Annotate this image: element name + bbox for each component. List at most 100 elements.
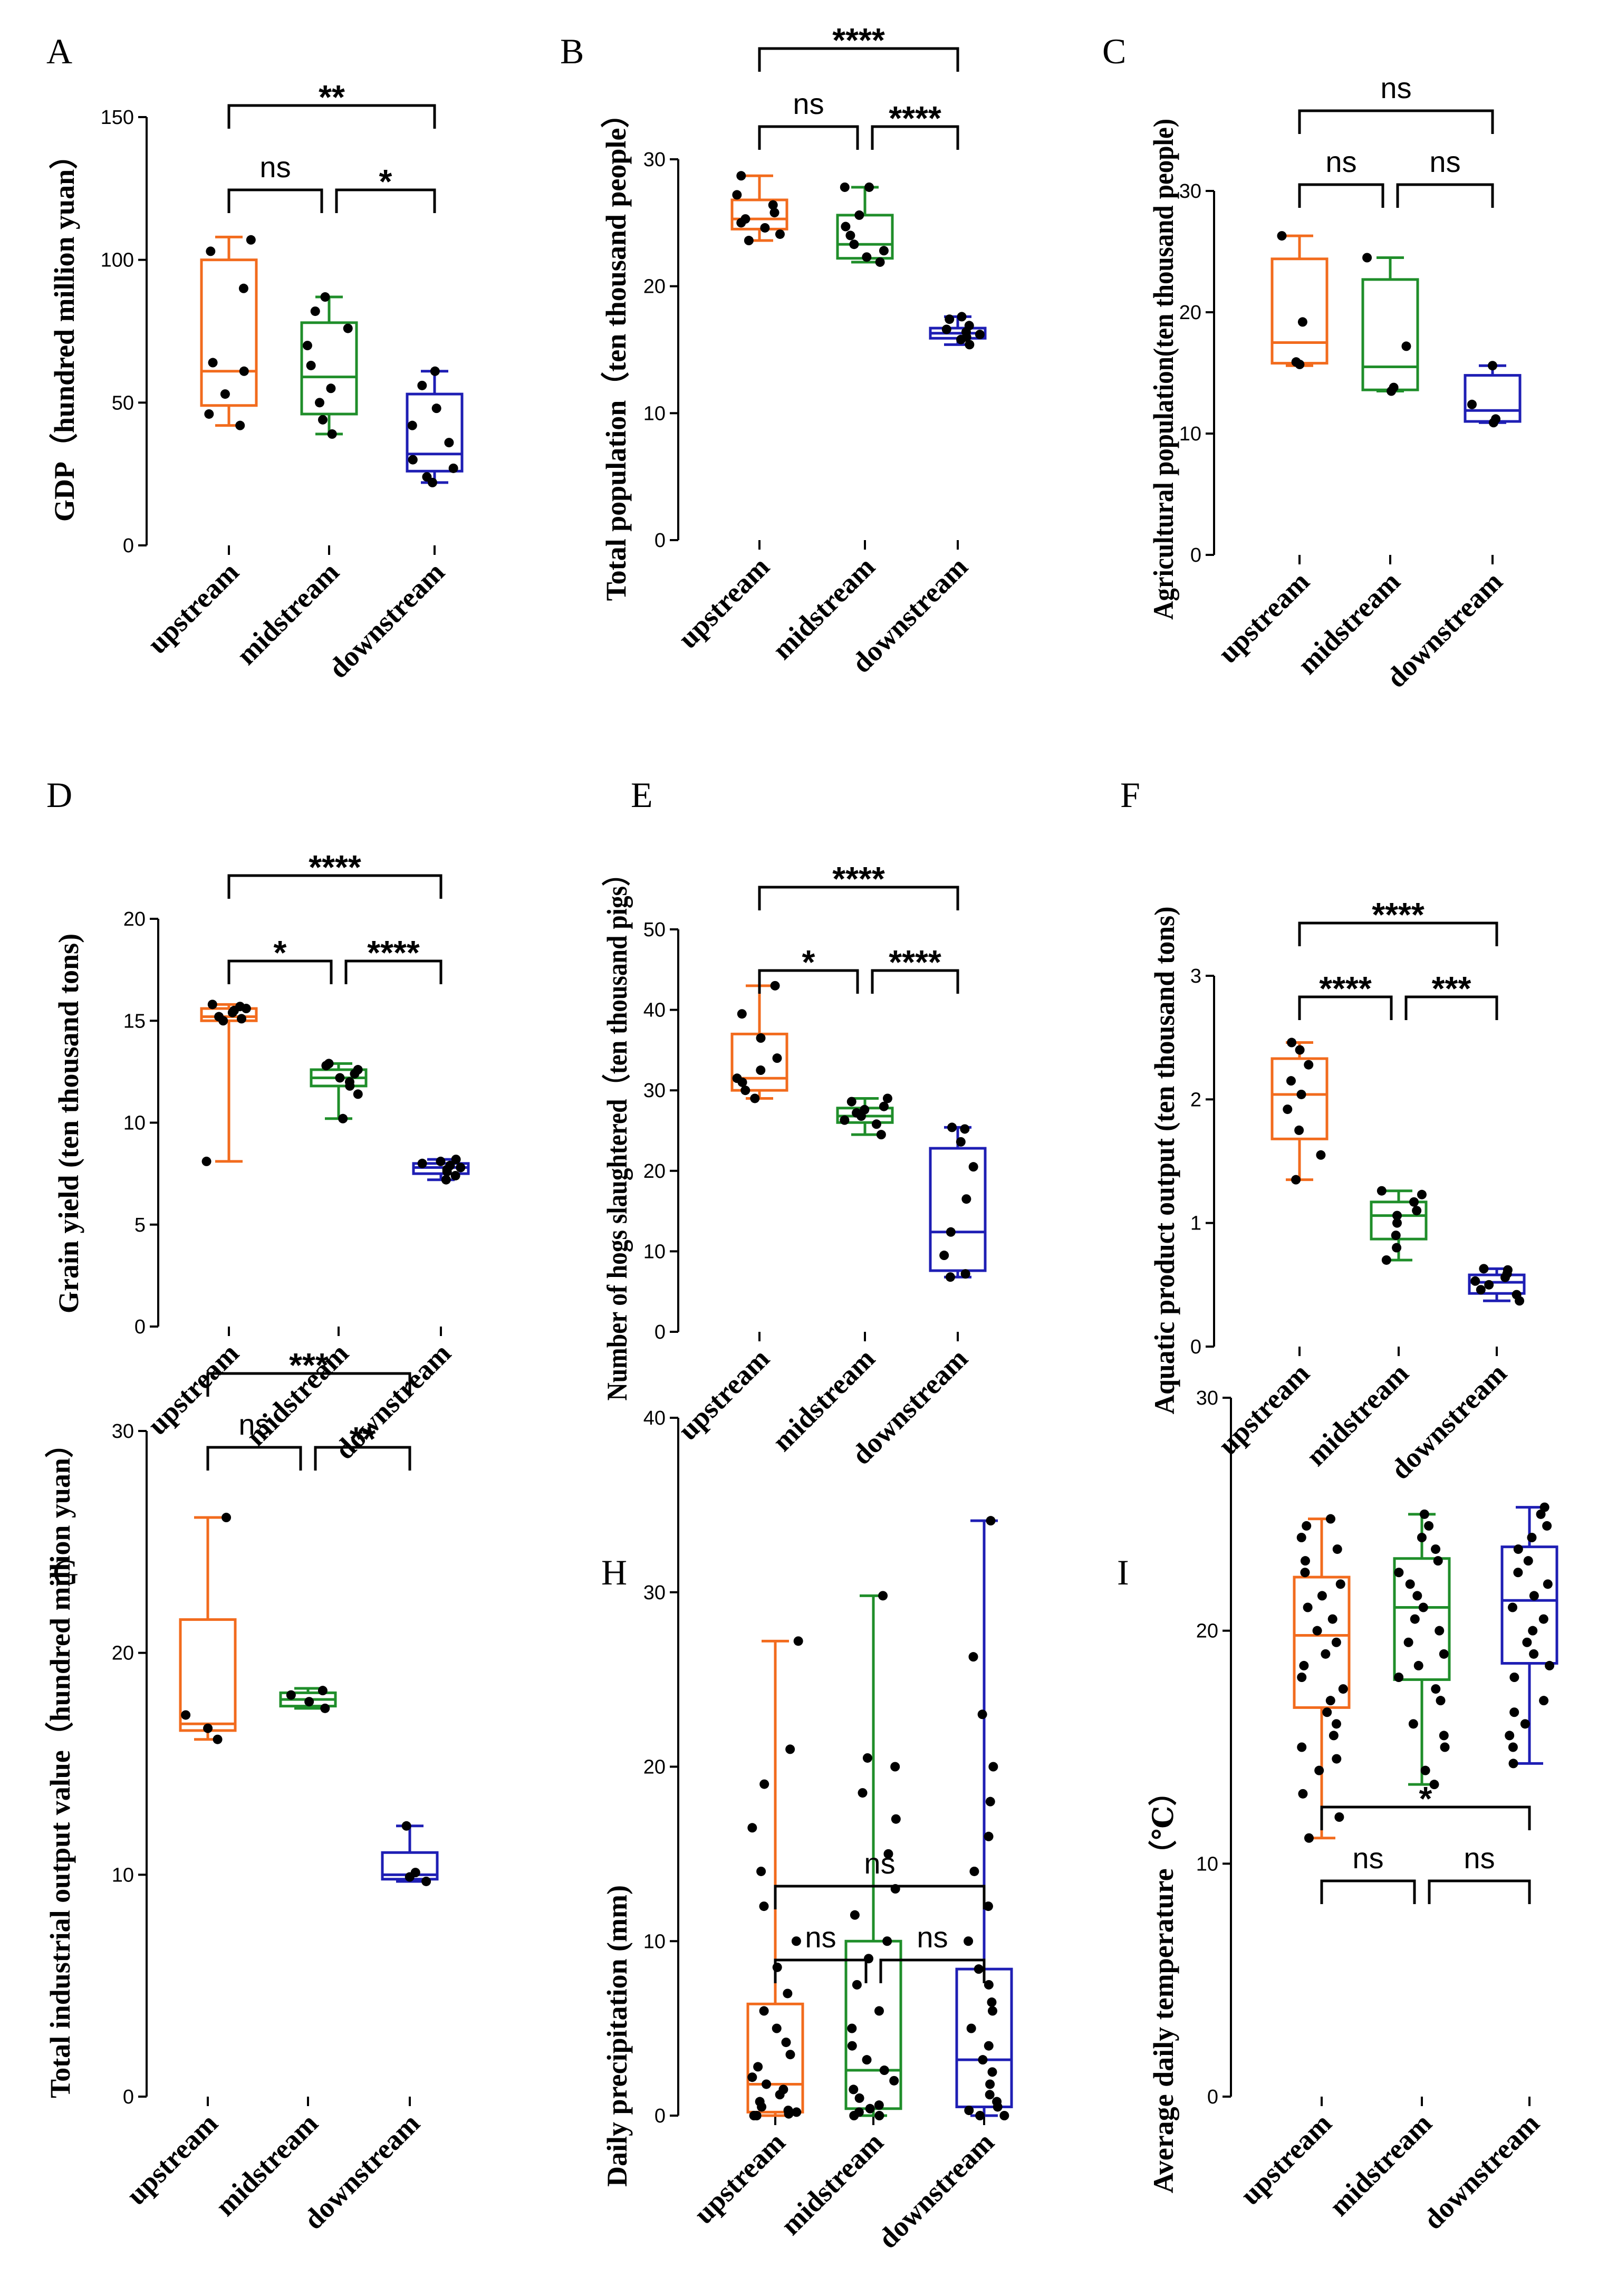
box-iqr xyxy=(1361,278,1419,391)
data-point xyxy=(1543,1579,1553,1589)
data-point xyxy=(213,1734,223,1744)
data-point xyxy=(401,1821,411,1831)
data-point xyxy=(1505,1731,1515,1741)
box-midstream xyxy=(836,182,894,267)
significance-bracket: ns xyxy=(227,150,323,213)
x-tick-label-upstream: upstream xyxy=(672,551,776,655)
data-point xyxy=(181,1710,191,1720)
data-point xyxy=(781,2038,791,2048)
data-point xyxy=(956,1137,966,1147)
data-point xyxy=(1331,1719,1341,1729)
data-point xyxy=(1298,1789,1308,1799)
data-point xyxy=(879,246,889,256)
data-point xyxy=(1392,1211,1402,1221)
y-tick-label: 30 xyxy=(643,1582,666,1604)
data-point xyxy=(201,1156,211,1166)
y-tick-label: 2 xyxy=(1190,1089,1201,1111)
data-point xyxy=(338,1113,348,1123)
bracket-line xyxy=(758,969,859,994)
significance-label: ns xyxy=(1352,1841,1383,1875)
data-point xyxy=(865,2103,875,2114)
data-point xyxy=(1316,1150,1326,1160)
y-tick-label: 10 xyxy=(123,1112,146,1135)
data-point xyxy=(1312,1626,1322,1636)
data-point xyxy=(852,1980,862,1990)
data-point xyxy=(208,358,218,368)
data-point xyxy=(1392,1243,1402,1253)
data-point xyxy=(1539,1696,1549,1706)
data-point xyxy=(1322,1707,1332,1717)
box-iqr xyxy=(1500,1545,1558,1665)
significance-bracket: **** xyxy=(344,934,442,984)
data-point xyxy=(732,1073,742,1083)
data-point xyxy=(753,2062,763,2072)
data-point xyxy=(1417,1533,1427,1542)
y-tick-label: 0 xyxy=(654,2105,666,2127)
data-point xyxy=(968,1652,978,1662)
data-point xyxy=(417,380,427,390)
data-point xyxy=(983,1901,993,1911)
box-downstream xyxy=(929,312,987,350)
data-point xyxy=(1286,1076,1296,1086)
data-point xyxy=(945,314,955,324)
data-point xyxy=(235,420,245,430)
significance-label: * xyxy=(1419,1780,1432,1818)
y-axis-label: Grain yield (ten thousand tons) xyxy=(53,934,84,1313)
box-upstream xyxy=(200,235,258,430)
data-point xyxy=(756,1065,766,1075)
data-point xyxy=(999,2111,1009,2120)
data-point xyxy=(1538,1614,1548,1624)
data-point xyxy=(747,1823,757,1833)
data-point xyxy=(1491,414,1501,424)
x-tick-label-midstream: midstream xyxy=(775,2126,890,2241)
significance-label: * xyxy=(379,162,392,200)
data-point xyxy=(343,323,353,333)
data-point xyxy=(756,1033,766,1043)
box-iqr xyxy=(955,1967,1013,2108)
y-axis-label: Total industrial output value（hundred mi… xyxy=(44,1429,76,2098)
box-midstream xyxy=(300,292,358,439)
bracket-line xyxy=(227,959,333,984)
significance-bracket: **** xyxy=(1298,896,1498,946)
y-tick-label: 20 xyxy=(123,908,146,930)
significance-bracket: ns xyxy=(774,1920,868,1983)
data-point xyxy=(964,1936,974,1946)
box-iqr xyxy=(929,1147,987,1272)
data-point xyxy=(768,200,778,210)
box-upstream xyxy=(746,1636,804,2120)
y-tick-label: 20 xyxy=(643,1756,666,1779)
bracket-line xyxy=(774,1885,986,1909)
data-point xyxy=(317,1686,328,1696)
data-point xyxy=(1332,1754,1342,1764)
panel-letter: A xyxy=(46,31,72,71)
significance-label: **** xyxy=(1319,969,1372,1007)
data-point xyxy=(1418,1602,1428,1612)
data-point xyxy=(965,340,975,350)
significance-bracket: ns xyxy=(879,1920,986,1983)
significance-label: ns xyxy=(917,1920,948,1954)
data-point xyxy=(1291,357,1301,367)
box-upstream xyxy=(1293,1514,1351,1843)
bracket-line xyxy=(1396,183,1494,208)
y-axis-label: Number of hogs slaughtered（ten thousand … xyxy=(601,861,633,1401)
data-point xyxy=(1512,1290,1522,1300)
data-point xyxy=(770,981,780,991)
significance-label: *** xyxy=(289,1346,329,1384)
box-upstream xyxy=(730,981,788,1103)
significance-label: ns xyxy=(1325,145,1356,178)
bracket-line xyxy=(227,188,323,213)
y-tick-label: 20 xyxy=(112,1642,134,1665)
data-point xyxy=(772,1962,782,1972)
data-point xyxy=(759,2006,769,2016)
data-point xyxy=(436,1156,446,1166)
data-point xyxy=(1539,1502,1549,1512)
significance-bracket: ns xyxy=(1298,145,1384,208)
y-tick-label: 0 xyxy=(123,535,134,557)
significance-bracket: ns xyxy=(1396,145,1494,208)
box-upstream xyxy=(730,171,788,246)
significance-label: **** xyxy=(889,943,941,981)
significance-bracket: ns xyxy=(1428,1841,1531,1904)
data-point xyxy=(975,2111,985,2120)
data-point xyxy=(324,1059,334,1069)
data-point xyxy=(778,2084,788,2095)
